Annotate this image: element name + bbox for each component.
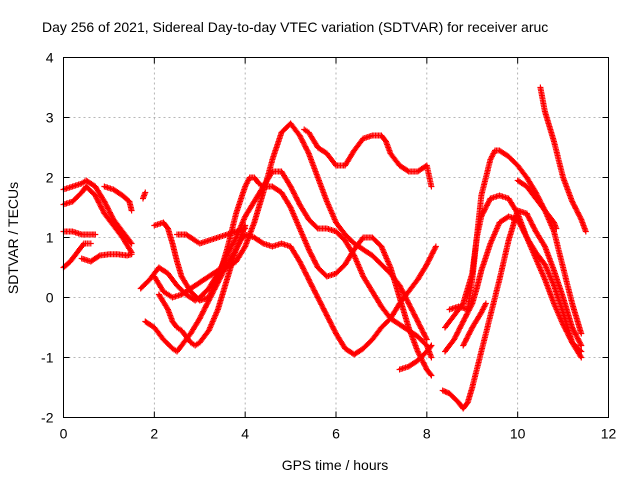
y-tick-label: -2 — [41, 410, 54, 426]
x-tick-label: 8 — [423, 426, 431, 442]
x-tick-label: 6 — [332, 426, 340, 442]
y-tick-label: 3 — [46, 110, 54, 126]
plot-frame — [63, 57, 609, 418]
data-point-markers — [101, 183, 135, 214]
x-tick-label: 12 — [601, 426, 617, 442]
y-tick-label: 2 — [46, 170, 54, 186]
series-track-20 — [460, 300, 489, 349]
series-track-14 — [301, 126, 435, 190]
data-point-markers — [537, 84, 589, 235]
x-tick-label: 2 — [150, 426, 158, 442]
series-track-12 — [155, 222, 249, 349]
series-track-22 — [537, 84, 589, 235]
series-track-7 — [140, 189, 149, 202]
data-point-markers — [78, 251, 135, 265]
series-layer — [60, 84, 589, 412]
y-tick-label: -1 — [41, 350, 54, 366]
series-track-5 — [78, 251, 135, 265]
y-tick-label: 4 — [46, 50, 54, 66]
x-tick-label: 4 — [241, 426, 249, 442]
series-track-10 — [151, 120, 430, 343]
data-point-markers — [151, 120, 430, 343]
grid — [63, 57, 609, 418]
series-track-6 — [101, 183, 135, 214]
x-tick-label: 10 — [510, 426, 526, 442]
y-tick-label: 0 — [46, 290, 54, 306]
y-axis-label: SDTVAR / TECUs — [5, 182, 21, 294]
data-point-markers — [439, 207, 585, 412]
data-point-markers — [140, 189, 149, 202]
chart-title: Day 256 of 2021, Sidereal Day-to-day VTE… — [42, 19, 548, 35]
y-tick-label: 1 — [46, 230, 54, 246]
x-tick-label: 0 — [60, 426, 68, 442]
data-point-markers — [301, 126, 435, 190]
series-track-15 — [396, 342, 435, 373]
x-axis-label: GPS time / hours — [282, 457, 389, 473]
series-track-16 — [439, 207, 585, 412]
data-point-markers — [151, 174, 435, 379]
series-track-11 — [151, 174, 435, 379]
data-point-markers — [514, 177, 560, 232]
data-point-markers — [155, 222, 249, 349]
data-point-markers — [460, 300, 489, 349]
series-track-21 — [514, 177, 560, 232]
data-point-markers — [396, 342, 435, 373]
series-track-13 — [174, 225, 249, 247]
data-point-markers — [174, 225, 249, 247]
